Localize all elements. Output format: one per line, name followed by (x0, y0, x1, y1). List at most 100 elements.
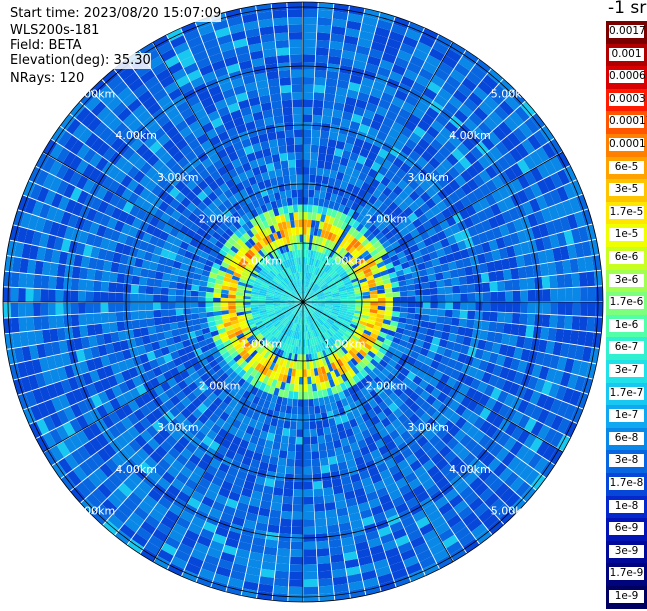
range-gate-cell (146, 294, 154, 302)
range-gate-cell (586, 271, 595, 286)
range-gate-cell (183, 296, 191, 302)
range-gate-cell (298, 197, 303, 205)
range-gate-cell (406, 279, 414, 286)
range-gate-cell (272, 108, 282, 117)
range-gate-cell (292, 92, 302, 100)
range-gate-cell (292, 399, 298, 407)
range-gate-cell (279, 77, 290, 85)
range-gate-cell (133, 267, 142, 277)
range-gate-cell (170, 274, 179, 282)
range-gate-cell (236, 295, 244, 299)
range-gate-cell (268, 425, 276, 434)
range-gate-cell (296, 175, 302, 183)
range-gate-cell (56, 303, 64, 315)
range-gate-cell (303, 227, 307, 235)
range-gate-cell (296, 444, 303, 452)
range-gate-cell (557, 315, 565, 328)
range-gate-cell (464, 266, 473, 276)
range-gate-cell (272, 10, 287, 19)
range-gate-cell (287, 198, 293, 206)
range-gate-cell (348, 299, 356, 302)
range-gate-cell (183, 290, 191, 296)
range-gate-cell (286, 137, 295, 145)
range-gate-cell (528, 302, 536, 313)
range-gate-cell (303, 437, 310, 445)
range-gate-cell (481, 273, 490, 283)
range-gate-cell (315, 70, 327, 78)
range-gate-cell (312, 383, 317, 391)
range-gate-cell (303, 85, 314, 93)
range-gate-cell (428, 322, 437, 330)
range-gate-cell (284, 183, 291, 191)
range-gate-cell (297, 422, 303, 430)
range-gate-cell (565, 302, 573, 315)
range-gate-cell (146, 278, 154, 286)
range-gate-cell (87, 269, 96, 280)
range-gate-cell (308, 399, 314, 407)
range-gate-cell (286, 406, 292, 414)
range-ring-label: 3.00km (157, 171, 199, 184)
range-gate-cell (291, 190, 297, 198)
range-gate-cell (415, 302, 423, 308)
colorbar-tick-label: 1e-6 (609, 319, 644, 332)
range-gate-cell (313, 198, 319, 206)
range-gate-cell (434, 330, 443, 338)
range-gate-cell (413, 277, 421, 284)
range-gate-cell (155, 325, 164, 333)
range-ring-label: 5.00km (491, 87, 533, 100)
range-gate-cell (164, 266, 173, 274)
range-gate-cell (312, 205, 318, 213)
range-gate-cell (303, 130, 311, 138)
range-gate-cell (513, 302, 521, 313)
range-gate-cell (363, 295, 371, 299)
range-gate-cell (18, 273, 27, 287)
range-gate-cell (57, 328, 66, 341)
range-gate-cell (304, 594, 319, 602)
range-gate-cell (408, 302, 416, 308)
range-gate-cell (304, 587, 318, 595)
colorbar-tick-label: 1e-5 (609, 228, 644, 241)
range-gate-cell (296, 362, 300, 370)
range-gate-cell (108, 292, 116, 302)
range-gate-cell (482, 311, 490, 321)
range-gate-cell (317, 32, 331, 40)
range-gate-cell (228, 298, 236, 302)
range-gate-cell (468, 293, 476, 302)
range-gate-cell (298, 205, 303, 213)
range-gate-cell (393, 307, 401, 312)
colorbar-tick-label: 0.0006 (609, 70, 644, 83)
range-gate-cell (191, 296, 199, 302)
range-gate-cell (269, 86, 280, 95)
range-gate-cell (413, 320, 421, 327)
range-gate-cell (299, 377, 303, 385)
range-gate-cell (400, 291, 408, 297)
range-gate-cell (327, 524, 339, 533)
range-gate-cell (108, 303, 116, 313)
range-gate-cell (268, 170, 276, 179)
range-gate-cell (313, 391, 319, 399)
range-gate-cell (277, 55, 290, 63)
range-gate-cell (392, 287, 400, 293)
range-gate-cell (543, 302, 551, 314)
range-gate-cell (399, 312, 407, 318)
range-gate-cell (161, 309, 169, 316)
range-gate-cell (370, 306, 378, 310)
range-gate-cell (294, 130, 303, 138)
range-gate-cell (457, 327, 466, 336)
range-gate-cell (314, 503, 325, 511)
range-gate-cell (292, 519, 303, 527)
range-gate-cell (310, 429, 317, 437)
range-gate-cell (287, 145, 295, 153)
range-gate-cell (385, 293, 393, 298)
range-gate-cell (267, 433, 275, 442)
range-ring-label: 4.00km (115, 129, 157, 142)
range-gate-cell (94, 270, 103, 281)
range-gate-cell (191, 291, 199, 297)
colorbar-tick-label: 1.7e-6 (609, 296, 644, 309)
range-gate-cell (460, 310, 468, 318)
range-gate-cell (236, 299, 244, 302)
range-gate-cell (171, 329, 180, 337)
range-gate-cell (323, 169, 331, 178)
range-gate-cell (572, 273, 581, 287)
range-gate-cell (283, 115, 293, 123)
